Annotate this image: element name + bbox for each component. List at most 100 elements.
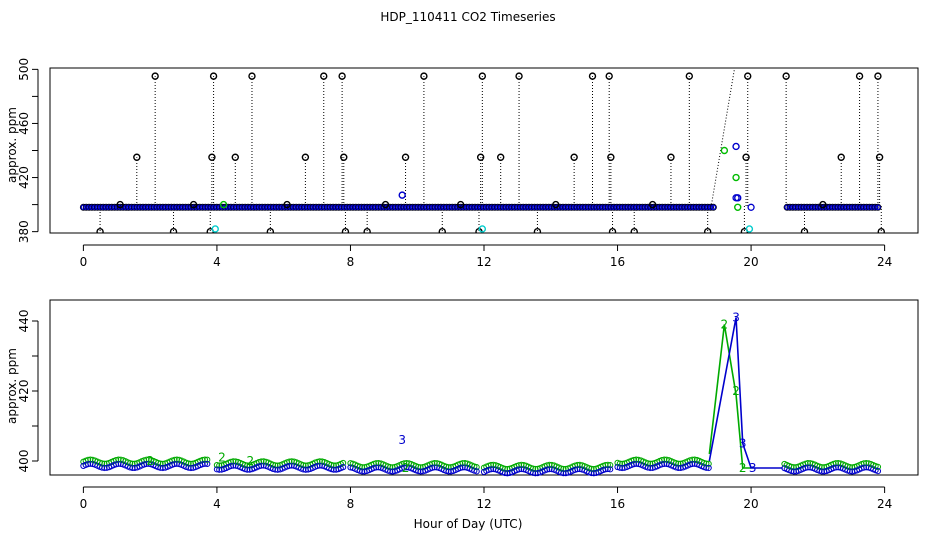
top-gap-ramp — [710, 69, 735, 208]
bottom-marker-label: 2 — [732, 384, 740, 398]
bottom-marker-label: 2 — [146, 454, 154, 468]
top-outlier-point — [401, 153, 410, 161]
top-outlier-point — [248, 72, 256, 80]
top-outlier-point — [855, 72, 864, 80]
top-green-point — [720, 146, 729, 155]
top-y-tick-label: 500 — [17, 58, 31, 81]
top-cyan-point — [211, 225, 219, 233]
bottom-plot-frame — [49, 299, 919, 476]
bottom-blue-line — [708, 317, 783, 469]
top-y-tick-label: 380 — [17, 220, 31, 243]
top-outlier-point — [381, 200, 390, 209]
top-blue-point — [732, 142, 740, 151]
top-outlier-point — [456, 200, 465, 209]
bottom-blue-point — [874, 468, 882, 475]
top-blue-point — [398, 191, 406, 199]
top-outlier-point — [874, 72, 882, 80]
bottom-marker-label: 2 — [402, 461, 410, 475]
top-outlier-point — [363, 227, 371, 233]
top-outlier-point — [685, 72, 694, 80]
top-baseline-point-outline — [709, 203, 717, 211]
bottom-x-tick-label: 12 — [476, 497, 491, 511]
top-outlier-point — [338, 72, 346, 80]
top-outlier-point — [570, 153, 578, 161]
top-green-point — [734, 203, 742, 212]
bottom-marker-label: 2 — [246, 454, 254, 468]
top-outlier-point — [588, 72, 597, 80]
top-data-layer — [79, 69, 885, 233]
top-outlier-point — [231, 153, 239, 161]
top-x-tick-label: 24 — [877, 255, 892, 269]
top-outlier-point — [478, 72, 487, 80]
top-outlier-point — [782, 72, 790, 80]
bottom-blue-point — [204, 460, 211, 468]
bottom-marker-label: 3 — [398, 433, 406, 447]
bottom-marker-label: 3 — [732, 311, 740, 325]
top-x-tick-label: 20 — [743, 255, 758, 269]
top-outlier-point — [476, 153, 485, 161]
top-outlier-point — [515, 72, 523, 80]
bottom-blue-point — [543, 466, 551, 473]
bottom-blue-point — [340, 464, 347, 471]
top-outlier-point — [496, 153, 505, 161]
bottom-blue-point — [227, 462, 235, 470]
top-baseline-point — [872, 204, 878, 211]
top-outlier-point — [667, 153, 675, 161]
bottom-x-tick-label: 16 — [610, 497, 625, 511]
top-outlier-point — [96, 227, 104, 233]
bottom-green-point — [607, 462, 614, 469]
top-outlier-point — [340, 153, 348, 161]
top-outlier-point — [116, 200, 124, 209]
top-outlier-point — [341, 227, 350, 233]
top-cyan-point — [745, 225, 754, 233]
top-outlier-point — [703, 227, 712, 233]
top-x-tick-label: 4 — [213, 255, 221, 269]
top-plot-frame — [49, 67, 919, 234]
bottom-green-point — [204, 456, 211, 463]
bottom-marker-label: 2 — [721, 318, 729, 332]
top-outlier-point — [607, 153, 615, 161]
top-green-point — [732, 173, 740, 182]
chart-title: HDP_110411 CO2 Timeseries — [380, 10, 555, 24]
top-baseline-point-outline — [874, 203, 882, 211]
bottom-green-point — [340, 459, 347, 467]
top-y-tick-label: 420 — [17, 166, 31, 189]
bottom-marker-label: 2 — [739, 461, 747, 475]
top-outlier-point — [875, 153, 884, 161]
top-y-axis-label: approx. ppm — [5, 107, 19, 183]
bottom-y-tick-label: 440 — [17, 310, 31, 333]
top-x-tick-label: 16 — [610, 255, 625, 269]
top-green-point — [219, 200, 228, 209]
bottom-green-point — [705, 460, 712, 467]
bottom-x-tick-label: 24 — [877, 497, 892, 511]
top-outlier-point — [819, 200, 827, 209]
bottom-blue-point — [113, 461, 120, 468]
top-y-tick-label: 460 — [17, 112, 31, 135]
top-outlier-point — [283, 200, 291, 209]
top-outlier-point — [301, 153, 310, 161]
top-outlier-point — [744, 72, 752, 80]
top-outlier-point — [266, 227, 275, 233]
top-outlier-point — [608, 227, 617, 233]
top-baseline-point-outline — [871, 203, 879, 211]
top-baseline-point — [875, 204, 881, 211]
bottom-x-axis-label: Hour of Day (UTC) — [414, 517, 523, 531]
top-outlier-point — [151, 72, 159, 80]
top-outlier-point — [420, 72, 428, 80]
bottom-y-axis-label: approx. ppm — [5, 348, 19, 424]
top-baseline-point — [710, 204, 717, 211]
bottom-blue-point — [705, 464, 712, 472]
top-outlier-point — [189, 200, 198, 209]
top-x-tick-label: 0 — [80, 255, 88, 269]
bottom-marker-label: 3 — [749, 461, 757, 475]
top-outlier-point — [320, 72, 328, 80]
bottom-x-tick-label: 0 — [80, 497, 88, 511]
top-baseline-point-outline — [707, 203, 715, 211]
bottom-blue-point — [429, 464, 436, 471]
top-outlier-point — [208, 153, 216, 161]
top-outlier-point — [837, 153, 845, 161]
bottom-green-point — [874, 463, 882, 471]
